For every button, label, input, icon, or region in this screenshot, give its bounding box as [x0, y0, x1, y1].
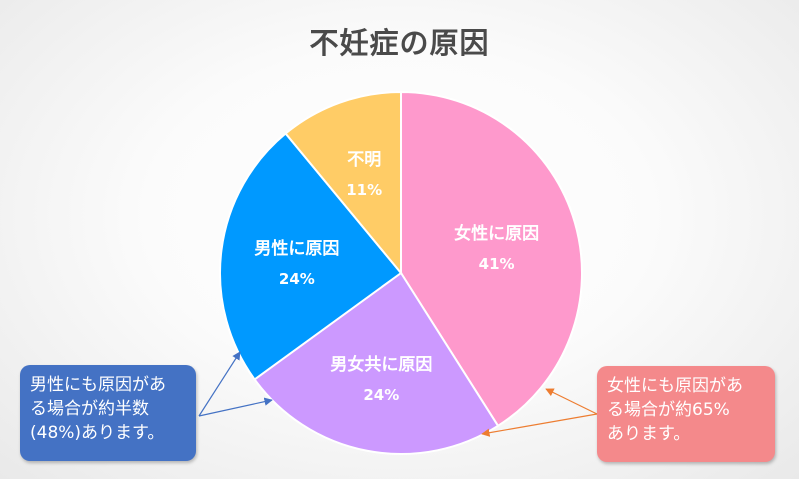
pie-slice-0: [400, 90, 583, 428]
callout-right: 女性にも原因があ る場合が約65% あります。: [597, 366, 775, 462]
pie-slices: [219, 90, 583, 455]
callout-left-arrow-lower: [198, 397, 273, 417]
callout-right-line-2: る場合が約65%: [607, 400, 730, 420]
pie-slice-1: [253, 271, 500, 455]
callout-arrows: [198, 351, 598, 437]
callout-left-line-1: 男性にも原因があ: [30, 375, 166, 395]
callout-left-line-3: (48%)あります。: [30, 423, 165, 443]
pie-slice-label-1: 男女共に原因: [330, 354, 432, 375]
pie-slice-value-3: 11%: [346, 181, 382, 199]
callout-right-line-3: あります。: [607, 424, 691, 444]
callout-left-line-2: る場合が約半数: [30, 399, 149, 419]
pie-slice-label-3: 不明: [347, 150, 381, 170]
pie-slice-value-2: 24%: [279, 270, 315, 288]
callout-left: 男性にも原因があ る場合が約半数 (48%)あります。: [20, 365, 196, 461]
pie-labels: 女性に原因 41% 男女共に原因 24% 男性に原因 24% 不明 11%: [254, 150, 539, 404]
pie-slice-value-1: 24%: [363, 386, 399, 404]
pie-slice-3: [284, 90, 402, 276]
callout-right-line-1: 女性にも原因があ: [607, 376, 743, 396]
callout-left-arrow-upper: [198, 351, 241, 417]
chart-title: 不妊症の原因: [309, 26, 490, 60]
pie-slice-label-2: 男性に原因: [254, 238, 339, 259]
pie-slice-label-0: 女性に原因: [454, 223, 539, 244]
callout-right-arrow-lower: [481, 413, 598, 437]
callout-right-arrow-upper: [545, 388, 598, 415]
pie-slice-value-0: 41%: [479, 255, 515, 273]
